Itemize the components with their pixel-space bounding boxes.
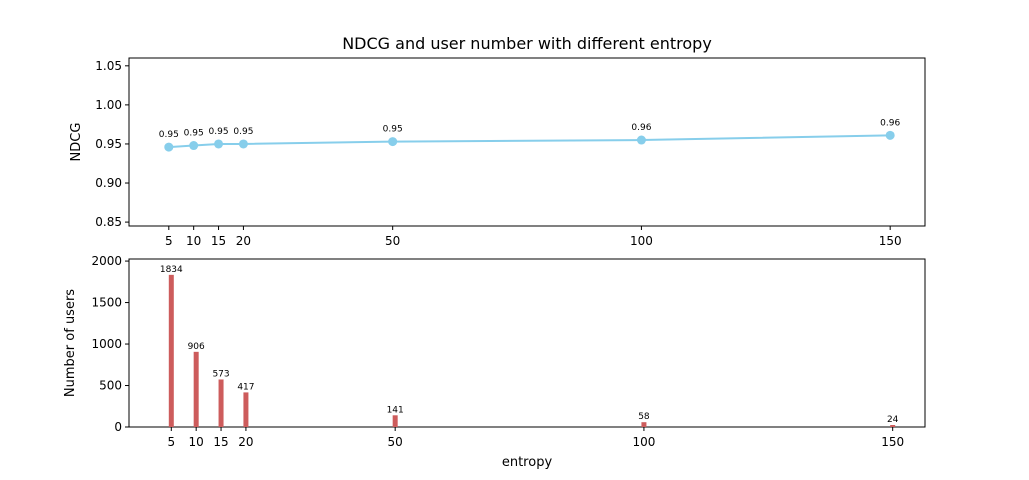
ndcg-data-label: 0.95 [184, 129, 204, 139]
ndcg-y-tick-label: 0.95 [95, 137, 122, 151]
users-bar [641, 422, 647, 427]
ndcg-y-tick-label: 1.05 [95, 59, 122, 73]
ndcg-plot-frame [128, 57, 926, 227]
users-bar [193, 351, 199, 427]
users-data-label: 24 [887, 415, 899, 425]
users-y-tick-label: 500 [99, 379, 122, 393]
users-y-tick-label: 0 [114, 420, 122, 434]
users-bar [218, 379, 224, 427]
ndcg-point [189, 141, 199, 151]
ndcg-point [164, 142, 174, 152]
ndcg-y-tick-label: 0.85 [95, 215, 122, 229]
users-x-tick-label: 15 [213, 435, 228, 449]
ndcg-x-tick-label: 100 [630, 234, 653, 248]
users-marks: 0 500 1000 1500 2000 5 1834 10 906 15 573 20 417 50 14… [91, 254, 904, 449]
ndcg-marks: 0.85 0.90 0.95 1.00 1.05 5 10 15 20 50 100 150 0.95 0… [95, 59, 901, 248]
ndcg-data-label: 0.95 [233, 127, 253, 137]
users-bar [243, 392, 249, 427]
users-data-label: 906 [188, 342, 205, 352]
chart-title: NDCG and user number with different entr… [342, 34, 712, 53]
users-x-tick-label: 5 [167, 435, 175, 449]
ndcg-data-label: 0.95 [159, 130, 179, 140]
users-data-label: 573 [212, 369, 229, 379]
ndcg-data-label: 0.95 [209, 127, 229, 137]
ndcg-point [238, 139, 248, 149]
ndcg-panel: 0.85 0.90 0.95 1.00 1.05 5 10 15 20 50 100 150 0.95 0… [69, 57, 926, 248]
ndcg-point [388, 137, 398, 147]
users-data-label: 58 [638, 412, 650, 422]
users-x-tick-label: 20 [238, 435, 253, 449]
ndcg-x-tick-label: 50 [385, 234, 400, 248]
users-x-tick-label: 50 [388, 435, 403, 449]
users-x-tick-label: 100 [632, 435, 655, 449]
ndcg-y-axis-label: NDCG [69, 123, 84, 162]
users-bar [392, 415, 398, 427]
users-y-tick-label: 1500 [91, 296, 122, 310]
ndcg-data-label: 0.96 [880, 118, 900, 128]
ndcg-x-tick-label: 20 [236, 234, 251, 248]
ndcg-x-tick-label: 5 [165, 234, 173, 248]
ndcg-y-tick-label: 0.90 [95, 176, 122, 190]
users-data-label: 1834 [160, 265, 183, 275]
users-bar [890, 425, 896, 427]
ndcg-x-tick-label: 15 [211, 234, 226, 248]
ndcg-x-tick-label: 10 [186, 234, 201, 248]
users-y-axis-label: Number of users [63, 289, 78, 397]
users-panel: 0 500 1000 1500 2000 5 1834 10 906 15 573 20 417 50 14… [63, 254, 926, 470]
ndcg-point [885, 130, 895, 140]
users-x-tick-label: 10 [189, 435, 204, 449]
ndcg-series-line [168, 134, 891, 149]
users-plot-frame [128, 258, 926, 428]
users-data-label: 417 [237, 382, 254, 392]
ndcg-data-label: 0.96 [631, 123, 651, 133]
users-x-axis-label: entropy [502, 455, 553, 470]
users-y-tick-label: 2000 [91, 254, 122, 268]
users-x-tick-label: 150 [881, 435, 904, 449]
ndcg-data-label: 0.95 [383, 125, 403, 135]
ndcg-y-tick-label: 1.00 [95, 98, 122, 112]
users-y-tick-label: 1000 [91, 337, 122, 351]
ndcg-x-tick-label: 150 [879, 234, 902, 248]
users-bar [168, 274, 174, 427]
ndcg-point [214, 139, 224, 149]
ndcg-point [636, 135, 646, 145]
users-data-label: 141 [387, 405, 404, 415]
